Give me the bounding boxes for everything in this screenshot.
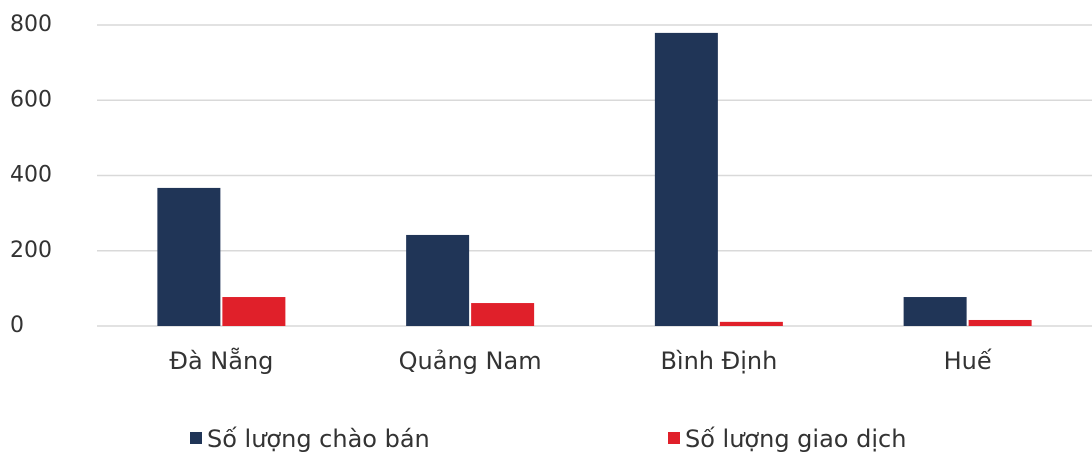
bar <box>903 297 967 326</box>
bar <box>471 303 535 326</box>
legend-swatch <box>190 432 202 444</box>
bar <box>968 319 1032 326</box>
x-tick-label: Bình Định <box>660 347 777 375</box>
bar <box>406 234 470 326</box>
legend-label: Số lượng chào bán <box>207 425 430 453</box>
bar <box>654 32 718 327</box>
bar <box>719 321 783 326</box>
legend-label: Số lượng giao dịch <box>685 425 906 453</box>
bar <box>157 187 221 326</box>
legend-swatch <box>668 432 680 444</box>
y-tick-label: 200 <box>10 238 52 263</box>
x-tick-label: Huế <box>944 347 992 375</box>
bar <box>222 297 286 326</box>
y-tick-label: 400 <box>10 163 52 188</box>
y-tick-label: 800 <box>10 12 52 37</box>
x-tick-label: Quảng Nam <box>399 347 542 375</box>
y-tick-label: 0 <box>10 313 24 338</box>
x-tick-label: Đà Nẵng <box>169 346 273 375</box>
y-tick-label: 600 <box>10 87 52 112</box>
